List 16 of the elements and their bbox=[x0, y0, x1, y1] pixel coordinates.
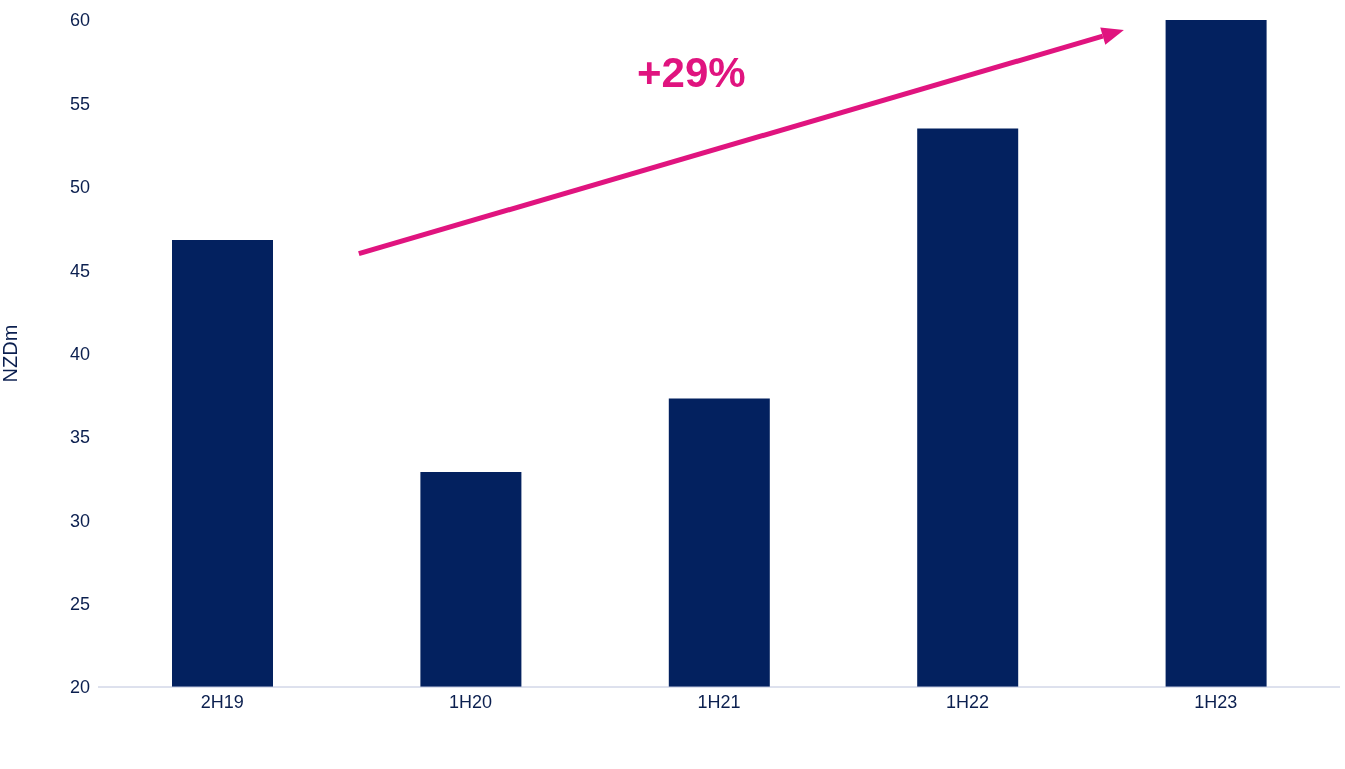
y-tick-label: 50 bbox=[69, 177, 90, 198]
y-tick-label: 25 bbox=[69, 594, 90, 615]
x-tick-label: 1H22 bbox=[945, 691, 989, 712]
y-tick-label: 55 bbox=[69, 93, 90, 114]
y-tick-label: 60 bbox=[69, 10, 90, 31]
x-tick-label: 1H20 bbox=[449, 691, 493, 712]
y-tick-label: 35 bbox=[69, 427, 90, 448]
annotation: +29% bbox=[637, 49, 746, 96]
y-axis-title: NZDm bbox=[0, 324, 22, 383]
y-tick-label: 30 bbox=[69, 510, 90, 531]
y-tick-label: 40 bbox=[69, 343, 90, 364]
x-tick-label: 2H19 bbox=[200, 691, 244, 712]
x-tick-label: 1H23 bbox=[1194, 691, 1238, 712]
y-tick-label: 45 bbox=[69, 260, 90, 281]
x-tick-label: 1H21 bbox=[697, 691, 741, 712]
y-tick-label: 20 bbox=[69, 677, 90, 698]
